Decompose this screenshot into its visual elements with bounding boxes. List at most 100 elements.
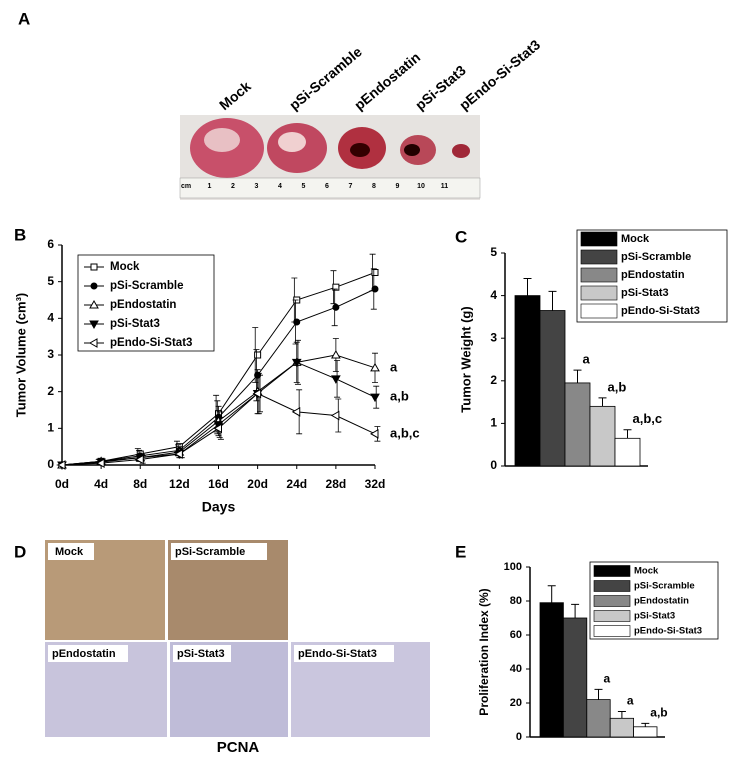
y-tick-label: 80 xyxy=(510,595,522,607)
error-bar xyxy=(571,603,580,618)
error-bar xyxy=(594,688,603,700)
y-axis-label: Proliferation Index (%) xyxy=(477,588,491,715)
bar xyxy=(633,726,658,738)
legend-box xyxy=(77,254,215,352)
x-tick-label: 32d xyxy=(365,477,386,491)
y-tick-label: 1 xyxy=(47,421,54,435)
x-tick-label: 12d xyxy=(169,477,190,491)
y-tick-label: 40 xyxy=(510,663,522,675)
marker xyxy=(330,410,340,421)
marker xyxy=(371,285,379,293)
x-tick-label: 0d xyxy=(55,477,69,491)
ruler-label: 4 xyxy=(278,183,282,190)
marker xyxy=(90,263,98,271)
bar xyxy=(539,310,566,467)
legend-label: pEndostatin xyxy=(110,299,176,311)
photo-label: Mock xyxy=(55,546,84,558)
legend-label: pSi-Scramble xyxy=(110,280,184,292)
error-bar xyxy=(641,722,650,727)
annotation: a,b,c xyxy=(633,411,663,426)
y-tick-label: 0 xyxy=(47,457,54,471)
legend-label: pEndostatin xyxy=(621,269,685,281)
ruler-label: 6 xyxy=(325,183,329,190)
ruler-label: 5 xyxy=(302,183,306,190)
legend-label: pEndo-Si-Stat3 xyxy=(621,305,700,317)
error-bar xyxy=(617,711,626,719)
x-tick-label: 28d xyxy=(326,477,347,491)
error-bar xyxy=(548,290,557,311)
y-tick-label: 0 xyxy=(490,458,497,472)
x-tick-label: 4d xyxy=(94,477,108,491)
marker xyxy=(332,303,340,311)
legend-swatch xyxy=(593,580,631,592)
y-tick-label: 2 xyxy=(47,384,54,398)
ruler-label: 7 xyxy=(349,183,353,190)
marker xyxy=(291,358,302,368)
annotation: a,b xyxy=(650,706,667,720)
legend-swatch xyxy=(580,303,618,319)
photo-label: Mock xyxy=(216,78,254,113)
marker xyxy=(331,375,341,384)
marker xyxy=(89,299,99,309)
y-tick-label: 5 xyxy=(47,274,54,288)
y-tick-label: 3 xyxy=(490,330,497,344)
marker xyxy=(369,428,379,439)
panel-letter: B xyxy=(14,225,26,244)
legend-swatch xyxy=(580,267,618,283)
ruler-label: 2 xyxy=(231,183,235,190)
legend-label: pSi-Scramble xyxy=(634,581,695,592)
error-bar xyxy=(598,397,607,407)
error-bar xyxy=(623,429,632,439)
tumor-photo xyxy=(179,115,481,200)
marker xyxy=(370,362,380,372)
annotation: a,b,c xyxy=(390,425,420,440)
marker xyxy=(88,338,98,348)
marker xyxy=(252,388,262,399)
marker xyxy=(90,282,98,290)
legend-swatch xyxy=(593,625,631,637)
x-tick-label: 8d xyxy=(133,477,147,491)
error-bar xyxy=(573,369,582,383)
bar xyxy=(586,699,611,738)
bar xyxy=(609,717,635,738)
marker xyxy=(371,269,379,276)
annotation: a,b xyxy=(390,389,409,404)
y-tick-label: 2 xyxy=(490,373,497,387)
marker xyxy=(174,449,183,459)
x-axis-label: Days xyxy=(202,499,236,515)
ruler-label: 11 xyxy=(441,183,449,190)
x-tick-label: 24d xyxy=(286,477,307,491)
y-tick-label: 3 xyxy=(47,347,54,361)
bar xyxy=(514,295,541,467)
photo-label: pSi-Stat3 xyxy=(177,648,225,660)
panel-letter: C xyxy=(455,227,467,246)
marker xyxy=(213,423,222,434)
marker xyxy=(96,458,105,469)
y-tick-label: 100 xyxy=(504,561,522,573)
legend-box xyxy=(576,229,728,323)
legend-swatch xyxy=(593,565,631,577)
legend-label: Mock xyxy=(621,233,650,245)
annotation: a xyxy=(583,352,591,367)
marker xyxy=(254,351,262,359)
ruler-label: 9 xyxy=(396,183,400,190)
marker xyxy=(331,349,341,359)
series-line xyxy=(61,272,376,466)
error-bar xyxy=(547,585,556,603)
y-axis-label: Tumor Weight (g) xyxy=(458,306,473,412)
legend-label: pSi-Stat3 xyxy=(110,318,160,330)
ruler-label: 10 xyxy=(417,183,425,190)
legend-label: pSi-Scramble xyxy=(621,251,691,263)
ruler-label: cm xyxy=(181,183,191,190)
y-tick-label: 4 xyxy=(490,288,497,302)
ruler-label: 8 xyxy=(372,183,376,190)
annotation: a xyxy=(627,694,634,708)
marker xyxy=(56,460,66,470)
annotation: a,b xyxy=(608,379,627,394)
legend-swatch xyxy=(580,249,618,265)
y-tick-label: 0 xyxy=(516,731,522,743)
ruler-label: 3 xyxy=(255,183,259,190)
photo-label: pEndostatin xyxy=(351,49,423,113)
ruler-label: 1 xyxy=(208,183,212,190)
